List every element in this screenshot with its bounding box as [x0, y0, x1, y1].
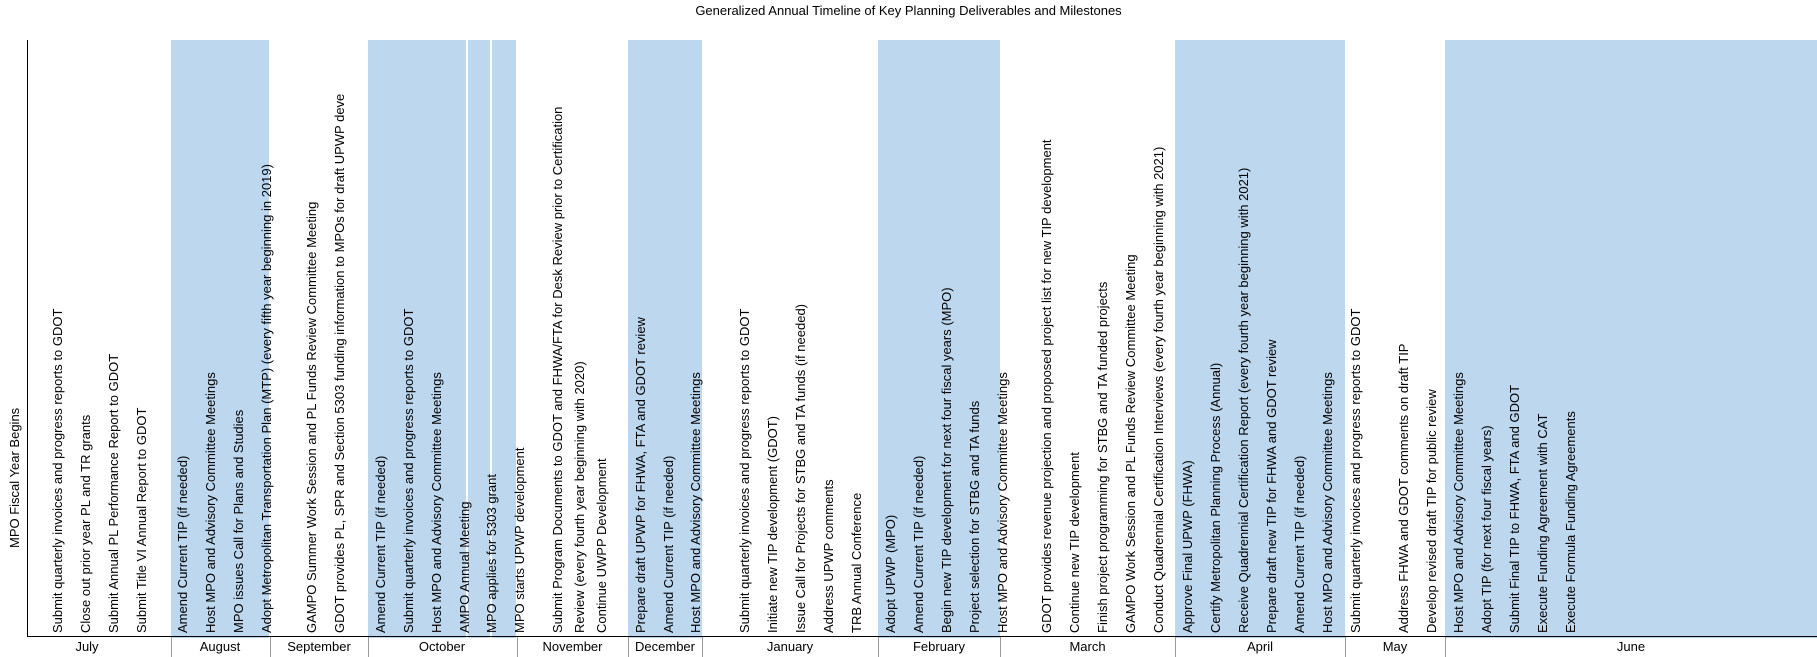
x-axis-tick	[628, 637, 629, 657]
band-separator	[466, 40, 468, 638]
milestone-label: Host MPO and Advisory Committee Meetings	[203, 372, 218, 633]
band-separator	[490, 40, 492, 638]
milestone-label: Amend Current TIP (if needed)	[1292, 455, 1307, 633]
month-label-june: June	[1616, 639, 1646, 654]
milestone-label: GDOT provides revenue projection and pro…	[1039, 139, 1054, 633]
milestone-label: Execute Formula Funding Agreements	[1563, 411, 1578, 633]
milestone-label: Certify Metropolitan Planning Process (A…	[1208, 362, 1223, 633]
milestone-label: Submit quarterly invoices and progress r…	[50, 308, 65, 633]
milestone-label: Submit Program Documents to GDOT and FHW…	[550, 106, 565, 633]
x-axis-tick	[1345, 637, 1346, 657]
milestone-label: Issue Call for Projects for STBG and TA …	[793, 303, 808, 633]
month-label-august: August	[199, 639, 241, 654]
x-axis-tick	[878, 637, 879, 657]
milestone-label: MPO applies for 5303 grant	[484, 474, 499, 633]
x-axis-tick	[1175, 637, 1176, 657]
x-axis-tick	[1445, 637, 1446, 657]
milestone-label: Host MPO and Advisory Committee Meetings	[1451, 372, 1466, 633]
milestone-label: Adopt TIP (for next four fiscal years)	[1479, 425, 1494, 633]
month-label-december: December	[635, 639, 695, 654]
month-band-june	[1445, 40, 1817, 638]
month-label-april: April	[1246, 639, 1273, 654]
milestone-label: Amend Current TIP (if needed)	[911, 455, 926, 633]
month-band-august	[171, 40, 269, 638]
milestone-label: Project selection for STBG and TA funds	[967, 400, 982, 633]
y-axis-line	[27, 40, 28, 636]
milestone-label: Submit quarterly invoices and progress r…	[1348, 308, 1363, 633]
x-axis-tick	[171, 637, 172, 657]
milestone-label: Address FHWA and GDOT comments on draft …	[1396, 343, 1411, 633]
milestone-label: GDOT provides PL, SPR and Section 5303 f…	[332, 93, 347, 633]
milestone-label: Develop revised draft TIP for public rev…	[1424, 389, 1439, 633]
x-axis-tick	[702, 637, 703, 657]
month-band-december	[628, 40, 702, 638]
month-label-january: January	[766, 639, 814, 654]
month-label-november: November	[542, 639, 603, 654]
milestone-label: GAMPO Work Session and PL Funds Review C…	[1123, 254, 1138, 633]
month-label-september: September	[287, 639, 351, 654]
month-label-july: July	[75, 639, 99, 654]
milestone-label: Prepare draft UPWP for FHWA, FTA and GDO…	[633, 317, 648, 633]
y-axis-label: MPO Fiscal Year Begins	[7, 407, 22, 548]
milestone-label: Continue UWPP Development	[594, 458, 609, 633]
x-axis-tick	[368, 637, 369, 657]
milestone-label: Amend Current TIP (if needed)	[175, 455, 190, 633]
x-axis-tick	[517, 637, 518, 657]
milestone-label: Address UPWP comments	[821, 479, 836, 633]
milestone-label: Adopt UPWP (MPO)	[883, 514, 898, 633]
milestone-label: Amend Current TIP (if needed)	[661, 455, 676, 633]
month-label-february: February	[912, 639, 966, 654]
milestone-label: Receive Quadrennial Certification Report…	[1236, 167, 1251, 633]
month-label-october: October	[418, 639, 466, 654]
month-label-may: May	[1382, 639, 1408, 654]
month-label-march: March	[1069, 639, 1106, 654]
milestone-label: Submit Annual PL Performance Report to G…	[106, 353, 121, 633]
x-axis-tick	[270, 637, 271, 657]
milestone-label: Continue new TIP development	[1067, 452, 1082, 633]
milestone-label: Submit Title VI Annual Report to GDOT	[134, 407, 149, 633]
milestone-label: Conduct Quadrennial Certification Interv…	[1151, 146, 1166, 633]
milestone-label: Prepare draft new TIP for FHWA and GDOT …	[1264, 339, 1279, 633]
milestone-label: Host MPO and Advisory Committee Meetings	[1320, 372, 1335, 633]
month-band-april	[1175, 40, 1345, 638]
milestone-label: Host MPO and Advisory Committee Meetings	[429, 372, 444, 633]
milestone-label: Review (every fourth year beginning with…	[572, 361, 587, 633]
milestone-label: GAMPO Summer Work Session and PL Funds R…	[304, 201, 319, 633]
x-axis-tick	[1000, 637, 1001, 657]
milestone-label: Submit quarterly invoices and progress r…	[401, 308, 416, 633]
milestone-label: Close out prior year PL and TR grants	[78, 414, 93, 633]
milestone-label: Initiate new TIP development (GDOT)	[765, 415, 780, 633]
milestone-label: MPO issues Call for Plans and Studies	[231, 409, 246, 633]
milestone-label: MPO starts UPWP development	[512, 447, 527, 633]
milestone-label: AMPO Annual Meeting	[457, 501, 472, 633]
x-axis-line	[27, 636, 1817, 637]
milestone-label: Amend Current TIP (if needed)	[373, 455, 388, 633]
milestone-label: Adopt Metropolitan Transportation Plan (…	[259, 164, 274, 633]
milestone-label: Host MPO and Advisory Committee Meetings	[995, 372, 1010, 633]
milestone-label: Submit Final TIP to FHWA, FTA and GDOT	[1507, 384, 1522, 633]
milestone-label: Submit quarterly invoices and progress r…	[737, 308, 752, 633]
milestone-label: Host MPO and Advisory Committee Meetings	[688, 372, 703, 633]
milestone-label: Finish project programming for STBG and …	[1095, 281, 1110, 633]
milestone-label: Execute Funding Agreement with CAT	[1535, 413, 1550, 633]
milestone-label: Begin new TIP development for next four …	[939, 287, 954, 633]
month-band-february	[878, 40, 1000, 638]
milestone-label: Approve Final UPWP (FHWA)	[1180, 460, 1195, 633]
chart-title: Generalized Annual Timeline of Key Plann…	[695, 3, 1122, 18]
milestone-label: TRB Annual Conference	[849, 492, 864, 633]
